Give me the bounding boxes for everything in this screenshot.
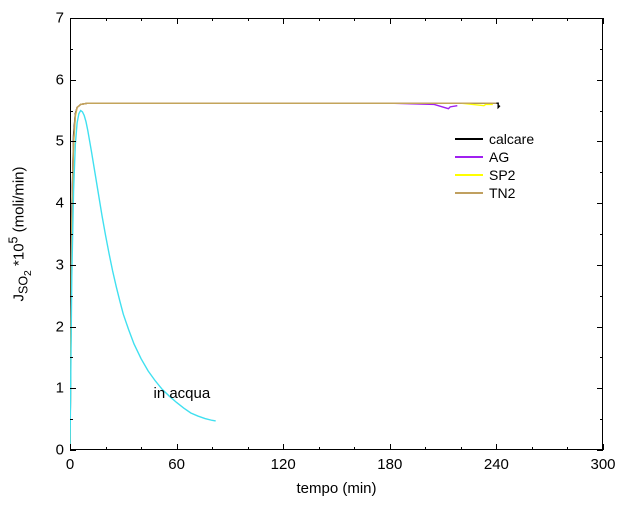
y-tick-label: 2 bbox=[50, 318, 64, 335]
x-tick-label: 120 bbox=[271, 456, 296, 473]
tick-mark bbox=[70, 419, 73, 420]
tick-mark bbox=[600, 357, 603, 358]
legend-swatch bbox=[455, 174, 483, 176]
tick-mark bbox=[70, 450, 76, 451]
series-SP2 bbox=[70, 103, 493, 450]
tick-mark bbox=[70, 265, 76, 266]
x-axis-title: tempo (min) bbox=[296, 480, 376, 497]
tick-mark bbox=[212, 18, 213, 21]
legend-item: AG bbox=[455, 148, 534, 166]
y-tick-label: 3 bbox=[50, 256, 64, 273]
tick-mark bbox=[70, 18, 76, 19]
tick-mark bbox=[567, 18, 568, 21]
tick-mark bbox=[390, 18, 391, 24]
tick-mark bbox=[597, 265, 603, 266]
tick-mark bbox=[597, 80, 603, 81]
tick-mark bbox=[248, 18, 249, 21]
tick-mark bbox=[425, 447, 426, 450]
tick-mark bbox=[600, 296, 603, 297]
tick-mark bbox=[461, 447, 462, 450]
legend-item: TN2 bbox=[455, 184, 534, 202]
y-tick-label: 7 bbox=[50, 10, 64, 27]
tick-mark bbox=[600, 172, 603, 173]
y-tick-label: 0 bbox=[50, 442, 64, 459]
tick-mark bbox=[597, 450, 603, 451]
y-axis-title: JSO2 *105 (moli/min) bbox=[6, 166, 34, 301]
legend-label: AG bbox=[489, 149, 509, 165]
tick-mark bbox=[70, 203, 76, 204]
tick-mark bbox=[532, 447, 533, 450]
x-tick-label: 300 bbox=[590, 456, 615, 473]
tick-mark bbox=[354, 447, 355, 450]
x-tick-label: 0 bbox=[66, 456, 74, 473]
tick-mark bbox=[70, 327, 76, 328]
tick-mark bbox=[106, 18, 107, 21]
tick-mark bbox=[354, 18, 355, 21]
tick-mark bbox=[425, 18, 426, 21]
tick-mark bbox=[70, 80, 76, 81]
tick-mark bbox=[283, 444, 284, 450]
tick-mark bbox=[212, 447, 213, 450]
y-tick-label: 6 bbox=[50, 71, 64, 88]
x-tick-label: 240 bbox=[484, 456, 509, 473]
tick-mark bbox=[141, 447, 142, 450]
tick-mark bbox=[496, 18, 497, 24]
tick-mark bbox=[597, 141, 603, 142]
tick-mark bbox=[603, 444, 604, 450]
tick-mark bbox=[496, 444, 497, 450]
y-tick-label: 4 bbox=[50, 195, 64, 212]
legend: calcare AG SP2 TN2 bbox=[455, 130, 534, 202]
legend-swatch bbox=[455, 156, 483, 158]
tick-mark bbox=[319, 447, 320, 450]
tick-mark bbox=[597, 18, 603, 19]
x-tick-label: 60 bbox=[168, 456, 185, 473]
tick-mark bbox=[600, 49, 603, 50]
tick-mark bbox=[597, 327, 603, 328]
tick-mark bbox=[70, 49, 73, 50]
tick-mark bbox=[106, 447, 107, 450]
tick-mark bbox=[70, 141, 76, 142]
series-AG bbox=[70, 103, 457, 450]
legend-item: calcare bbox=[455, 130, 534, 148]
tick-mark bbox=[597, 388, 603, 389]
series-calcare bbox=[70, 103, 500, 450]
tick-mark bbox=[600, 234, 603, 235]
legend-swatch bbox=[455, 138, 483, 140]
tick-mark bbox=[70, 172, 73, 173]
tick-mark bbox=[600, 419, 603, 420]
tick-mark bbox=[567, 447, 568, 450]
tick-mark bbox=[600, 111, 603, 112]
legend-label: SP2 bbox=[489, 167, 515, 183]
legend-label: TN2 bbox=[489, 185, 515, 201]
tick-mark bbox=[70, 234, 73, 235]
tick-mark bbox=[283, 18, 284, 24]
legend-label: calcare bbox=[489, 131, 534, 147]
tick-mark bbox=[141, 18, 142, 21]
tick-mark bbox=[248, 447, 249, 450]
tick-mark bbox=[390, 444, 391, 450]
x-tick-label: 180 bbox=[377, 456, 402, 473]
series-layer bbox=[0, 0, 619, 512]
tick-mark bbox=[70, 111, 73, 112]
y-tick-label: 1 bbox=[50, 380, 64, 397]
tick-mark bbox=[70, 388, 76, 389]
legend-item: SP2 bbox=[455, 166, 534, 184]
tick-mark bbox=[532, 18, 533, 21]
tick-mark bbox=[177, 18, 178, 24]
y-tick-label: 5 bbox=[50, 133, 64, 150]
tick-mark bbox=[597, 203, 603, 204]
tick-mark bbox=[70, 357, 73, 358]
tick-mark bbox=[461, 18, 462, 21]
tick-mark bbox=[70, 296, 73, 297]
tick-mark bbox=[319, 18, 320, 21]
tick-mark bbox=[603, 18, 604, 24]
series-TN2 bbox=[70, 103, 496, 450]
line-chart: calcare AG SP2 TN2 in acqua tempo (min) JSO… bbox=[0, 0, 619, 512]
legend-swatch bbox=[455, 192, 483, 194]
annotation-in-acqua: in acqua bbox=[154, 385, 211, 402]
tick-mark bbox=[177, 444, 178, 450]
